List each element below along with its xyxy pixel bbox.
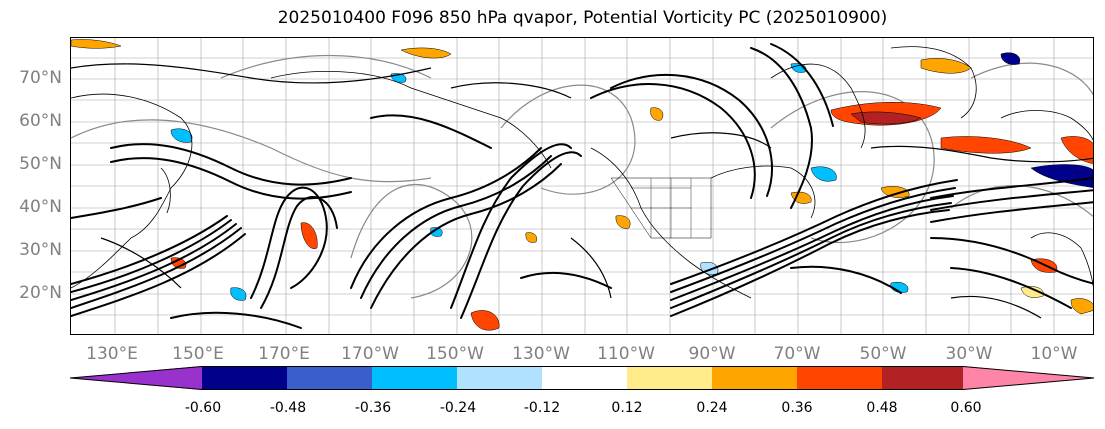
lon-label-170e: 170°E (258, 344, 310, 364)
colorbar (69, 366, 1095, 390)
map-panel (70, 37, 1094, 335)
cb-tick-label: -0.60 (184, 400, 222, 416)
lat-label-40n: 40°N (19, 197, 62, 217)
graticule (71, 38, 1093, 334)
gray-contours (71, 55, 1093, 299)
cb-tick-label: -0.12 (523, 400, 561, 416)
colorbar-over-extend (963, 366, 1094, 390)
colorbar-bin (287, 366, 372, 390)
cb-tick-label: 0.12 (611, 400, 643, 416)
colorbar-under-extend (70, 366, 202, 390)
lat-label-30n: 30°N (19, 240, 62, 260)
colorbar-bin (372, 366, 457, 390)
lon-label-30w: 30°W (945, 344, 993, 364)
colorbar-bin (882, 366, 963, 390)
lat-label-60n: 60°N (19, 111, 62, 131)
coastlines (71, 46, 1093, 299)
lon-label-130e: 130°E (86, 344, 138, 364)
cb-tick-label: 0.24 (696, 400, 728, 416)
lat-label-50n: 50°N (19, 154, 62, 174)
lon-label-50w: 50°W (859, 344, 907, 364)
lon-label-70w: 70°W (773, 344, 821, 364)
lon-label-110w: 110°W (597, 344, 655, 364)
lon-label-150w: 150°W (426, 344, 484, 364)
colorbar-bin (457, 366, 542, 390)
colorbar-bin (797, 366, 882, 390)
cb-tick-label: -0.36 (354, 400, 392, 416)
cb-tick-label: 0.48 (866, 400, 898, 416)
shading-negative (170, 52, 1093, 301)
lon-label-10w: 10°W (1030, 344, 1078, 364)
cb-tick-label: -0.48 (269, 400, 307, 416)
lat-label-20n: 20°N (19, 283, 62, 303)
lon-label-130w: 130°W (512, 344, 570, 364)
colorbar-bin (542, 366, 627, 390)
lon-label-90w: 90°W (688, 344, 736, 364)
lat-label-70n: 70°N (19, 68, 62, 88)
map-title: 2025010400 F096 850 hPa qvapor, Potentia… (277, 8, 888, 28)
colorbar-bin (202, 366, 287, 390)
colorbar-bin (712, 366, 797, 390)
cb-tick-label: 0.36 (781, 400, 813, 416)
shading-positive (71, 39, 1093, 331)
pv-contours-thin (71, 63, 1093, 319)
lon-label-170w: 170°W (341, 344, 399, 364)
colorbar-bin (627, 366, 712, 390)
cb-tick-label: 0.60 (950, 400, 982, 416)
colorbar-outline (69, 366, 1095, 390)
lon-label-150e: 150°E (172, 344, 224, 364)
cb-tick-label: -0.24 (439, 400, 477, 416)
pv-contours (71, 43, 1093, 329)
